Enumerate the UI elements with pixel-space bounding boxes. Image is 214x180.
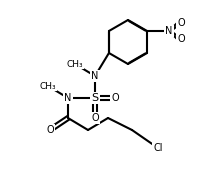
Text: O: O [91, 113, 99, 123]
Text: O: O [177, 18, 185, 28]
Text: CH₃: CH₃ [67, 60, 83, 69]
Text: N: N [91, 71, 99, 81]
Text: CH₃: CH₃ [40, 82, 56, 91]
Text: N: N [64, 93, 72, 103]
Text: S: S [91, 93, 99, 103]
Text: N: N [165, 26, 173, 36]
Text: Cl: Cl [153, 143, 163, 153]
Text: O: O [46, 125, 54, 135]
Text: O: O [177, 34, 185, 44]
Text: O: O [111, 93, 119, 103]
